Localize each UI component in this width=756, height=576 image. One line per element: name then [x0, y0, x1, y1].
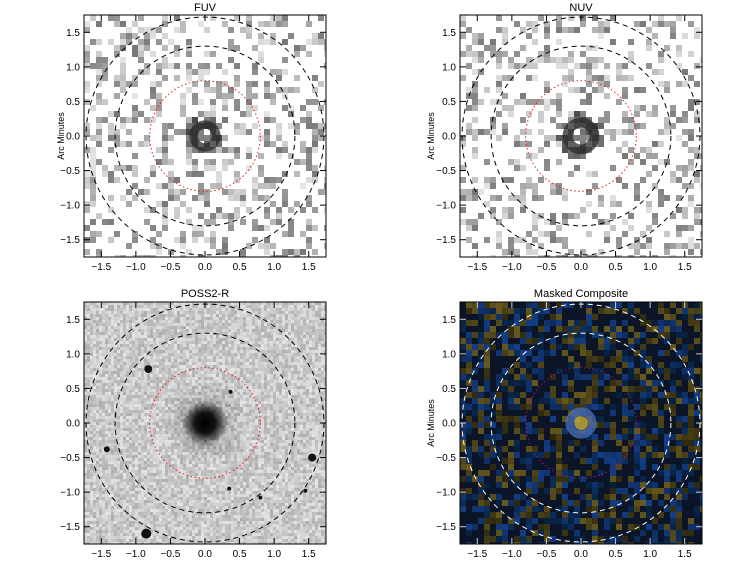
x-tick-label-fuv-6: 1.5 [302, 262, 316, 273]
x-tick-label-poss2r-5: 1.0 [267, 549, 281, 560]
y-tick-label-fuv-3: 0.0 [66, 132, 80, 143]
y-tick-label-poss2r-2: −0.5 [60, 453, 80, 464]
x-tick-label-fuv-0: −1.5 [91, 262, 111, 273]
y-tick-label-composite-5: 1.0 [442, 349, 456, 360]
x-tick-label-poss2r-4: 0.5 [233, 549, 247, 560]
y-tick-label-poss2r-5: 1.0 [66, 349, 80, 360]
y-tick-label-poss2r-3: 0.0 [66, 419, 80, 430]
x-tick-label-nuv-4: 0.5 [609, 262, 623, 273]
sky-image-poss2r [84, 302, 326, 544]
x-tick-label-nuv-5: 1.0 [643, 262, 657, 273]
y-axis-label-fuv: Arc Minutes [56, 112, 66, 160]
x-tick-label-poss2r-1: −1.0 [126, 549, 146, 560]
field-star-2 [103, 446, 110, 453]
x-tick-label-poss2r-6: 1.5 [302, 549, 316, 560]
panel-title-poss2r: POSS2-R [181, 288, 229, 300]
panel-poss2r: −1.5 −1.0 −0.5 0.0 0.5 1.0 1.5 −1.5 −1.0 −0.5 0.0 0… [60, 288, 327, 560]
x-tick-label-fuv-2: −0.5 [161, 262, 181, 273]
y-tick-label-nuv-5: 1.0 [442, 62, 456, 73]
field-star-1 [228, 389, 233, 394]
aperture-inner-black-nuv [490, 45, 672, 227]
y-tick-label-composite-1: −1.0 [436, 488, 456, 499]
field-star-3 [308, 453, 317, 462]
uv-ring-nuv [562, 117, 600, 155]
y-tick-label-nuv-1: −1.0 [436, 201, 456, 212]
x-tick-label-poss2r-2: −0.5 [161, 549, 181, 560]
y-tick-label-fuv-2: −0.5 [60, 166, 80, 177]
uv-ring-composite [565, 407, 597, 439]
field-star-0 [144, 365, 153, 374]
aperture-inner-black-composite [490, 332, 672, 514]
y-axis-label-composite: Arc Minutes [426, 399, 436, 447]
panel-composite: −1.5 −1.0 −0.5 0.0 0.5 1.0 1.5 −1.5 −1.0 −0.5 0.0 0… [426, 288, 703, 560]
aperture-inner-black-fuv [114, 45, 296, 227]
y-tick-label-composite-0: −1.5 [436, 522, 456, 533]
x-tick-label-nuv-3: 0.0 [574, 262, 588, 273]
x-tick-label-fuv-1: −1.0 [126, 262, 146, 273]
x-tick-label-poss2r-3: 0.0 [198, 549, 212, 560]
galaxy-core-poss2r [182, 400, 228, 446]
x-tick-label-composite-6: 1.5 [678, 549, 692, 560]
y-axis-label-nuv: Arc Minutes [426, 112, 436, 160]
uv-ring-fuv [189, 120, 221, 152]
x-tick-label-nuv-2: −0.5 [537, 262, 557, 273]
panel-title-nuv: NUV [569, 2, 593, 14]
y-tick-label-nuv-6: 1.5 [442, 28, 456, 39]
x-tick-label-nuv-6: 1.5 [678, 262, 692, 273]
panel-nuv: −1.5 −1.0 −0.5 0.0 0.5 1.0 1.5 −1.5 −1.0 −0.5 0.0 0… [426, 2, 703, 273]
aperture-inner-black-poss2r [114, 332, 296, 514]
sky-image-fuv [84, 15, 326, 257]
x-tick-label-fuv-3: 0.0 [198, 262, 212, 273]
x-tick-label-nuv-1: −1.0 [502, 262, 522, 273]
y-tick-label-fuv-5: 1.0 [66, 62, 80, 73]
panel-title-fuv: FUV [194, 2, 217, 14]
sky-image-nuv [460, 15, 702, 257]
x-tick-label-composite-4: 0.5 [609, 549, 623, 560]
y-tick-label-poss2r-4: 0.5 [66, 384, 80, 395]
aperture-red-composite [525, 367, 637, 479]
y-tick-label-nuv-4: 0.5 [442, 97, 456, 108]
x-tick-label-nuv-0: −1.5 [467, 262, 487, 273]
y-tick-label-composite-4: 0.5 [442, 384, 456, 395]
y-tick-label-nuv-0: −1.5 [436, 235, 456, 246]
y-tick-label-poss2r-6: 1.5 [66, 315, 80, 326]
y-tick-label-fuv-4: 0.5 [66, 97, 80, 108]
panel-title-composite: Masked Composite [534, 288, 628, 300]
aperture-red-nuv [525, 80, 637, 192]
y-tick-label-composite-6: 1.5 [442, 315, 456, 326]
y-tick-label-nuv-2: −0.5 [436, 166, 456, 177]
y-tick-label-fuv-0: −1.5 [60, 235, 80, 246]
y-tick-label-fuv-1: −1.0 [60, 201, 80, 212]
y-tick-label-poss2r-0: −1.5 [60, 522, 80, 533]
sky-image-composite [460, 302, 702, 544]
y-tick-label-poss2r-1: −1.0 [60, 488, 80, 499]
aperture-red-poss2r [149, 367, 261, 479]
x-tick-label-fuv-4: 0.5 [233, 262, 247, 273]
y-tick-label-composite-2: −0.5 [436, 453, 456, 464]
x-tick-label-poss2r-0: −1.5 [91, 549, 111, 560]
panel-fuv: −1.5 −1.0 −0.5 0.0 0.5 1.0 1.5 −1.5 −1.0 −0.5 0.0 0… [56, 2, 327, 273]
field-star-5 [258, 495, 263, 500]
aperture-red-fuv [149, 80, 261, 192]
x-tick-label-fuv-5: 1.0 [267, 262, 281, 273]
field-star-6 [303, 488, 308, 493]
y-tick-label-fuv-6: 1.5 [66, 28, 80, 39]
x-tick-label-composite-5: 1.0 [643, 549, 657, 560]
x-tick-label-composite-1: −1.0 [502, 549, 522, 560]
optical-core-composite [574, 416, 588, 430]
y-tick-label-composite-3: 0.0 [442, 419, 456, 430]
y-tick-label-nuv-3: 0.0 [442, 132, 456, 143]
field-star-4 [141, 528, 152, 539]
field-star-7 [227, 486, 232, 491]
x-tick-label-composite-0: −1.5 [467, 549, 487, 560]
x-tick-label-composite-2: −0.5 [537, 549, 557, 560]
x-tick-label-composite-3: 0.0 [574, 549, 588, 560]
